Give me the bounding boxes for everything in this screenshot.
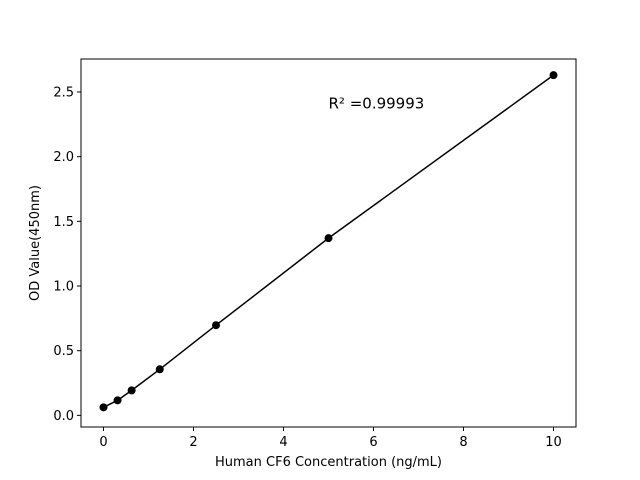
y-tick-label: 0.0 [53,409,74,424]
data-point [549,71,558,80]
y-tick-label: 1.0 [53,280,74,295]
x-tick-label: 6 [369,435,377,450]
data-point [155,365,164,374]
x-tick-label: 8 [459,435,467,450]
data-point [324,234,333,243]
x-tick-label: 10 [545,435,562,450]
annotation: R² =0.99993 [329,95,425,113]
x-tick-label: 2 [189,435,197,450]
y-tick-label: 0.5 [53,344,74,359]
data-point [113,396,122,405]
y-tick-label: 2.0 [53,150,74,165]
data-point [127,386,136,395]
data-point [99,403,108,412]
axes-frame [80,58,577,428]
x-axis-label: Human CF6 Concentration (ng/mL) [215,455,442,470]
x-tick-label: 0 [99,435,107,450]
y-tick-label: 2.5 [53,85,74,100]
y-axis-label: OD Value(450nm) [28,185,43,301]
data-point [212,321,220,330]
x-tick-label: 4 [279,435,287,450]
y-tick-label: 1.5 [53,215,74,230]
